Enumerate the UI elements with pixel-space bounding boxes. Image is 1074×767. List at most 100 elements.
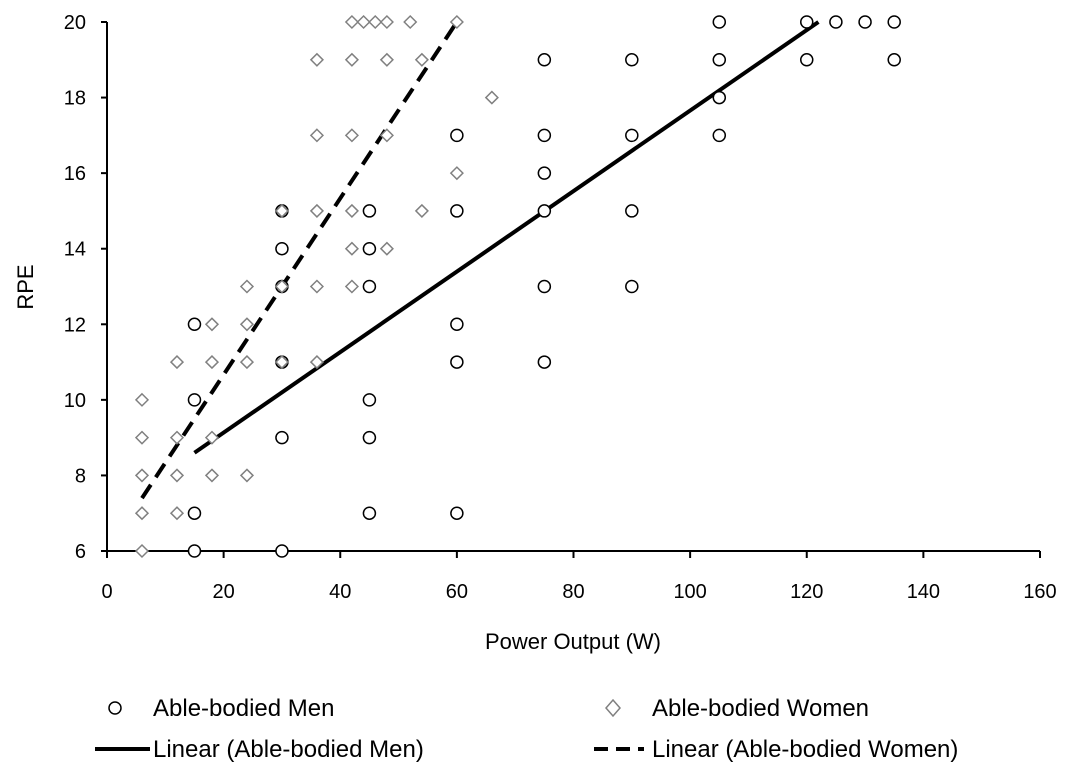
legend-item-men: Able-bodied Men	[108, 695, 334, 722]
y-tick-label: 14	[64, 239, 86, 261]
y-axis-title: RPE	[13, 264, 38, 309]
women-data-point	[309, 279, 324, 294]
x-axis-title: Power Output (W)	[485, 629, 661, 654]
men-data-point	[450, 204, 464, 218]
men-data-point	[275, 544, 289, 558]
women-data-point	[309, 355, 324, 370]
x-tick-label: 140	[907, 581, 940, 603]
women-data-point	[134, 543, 150, 559]
men-data-point	[858, 15, 872, 29]
women-data-point	[344, 14, 359, 30]
men-data-point	[800, 15, 814, 29]
men-data-point	[187, 544, 202, 558]
women-data-point	[309, 203, 324, 218]
women-data-point	[134, 468, 150, 483]
men-data-point	[537, 53, 552, 67]
legend-diamond-marker	[605, 698, 621, 718]
women-data-point	[204, 430, 220, 445]
x-tick-label: 0	[101, 581, 112, 603]
women-data-point	[169, 506, 185, 521]
women-data-point	[134, 430, 150, 445]
women-data-point	[379, 128, 394, 143]
women-data-point	[274, 203, 289, 218]
x-tick-label: 160	[1023, 581, 1056, 603]
men-data-point	[829, 15, 843, 29]
men-data-point	[537, 279, 552, 294]
women-data-point	[379, 14, 394, 30]
women-data-point	[274, 355, 289, 370]
women-data-point	[414, 203, 429, 218]
x-tick-label: 60	[446, 581, 468, 603]
y-tick-label: 6	[75, 541, 86, 563]
women-data-point	[134, 392, 150, 407]
women-data-point	[239, 317, 255, 332]
men-data-point	[625, 53, 639, 67]
men-data-point	[362, 393, 377, 407]
women-data-point	[449, 14, 464, 30]
women-data-point	[379, 241, 394, 256]
women-data-point	[239, 468, 255, 483]
women-data-point	[344, 128, 359, 143]
men-data-point	[450, 355, 464, 369]
men-data-point	[362, 204, 377, 218]
men-data-point	[450, 506, 464, 520]
men-data-point	[362, 279, 377, 294]
men-data-point	[800, 53, 814, 67]
men-data-point	[537, 355, 552, 369]
men-data-point	[537, 128, 552, 143]
data-markers	[134, 14, 901, 559]
men-data-point	[712, 128, 727, 143]
women-data-point	[309, 128, 324, 143]
men-data-point	[537, 166, 552, 180]
women-data-point	[344, 52, 359, 67]
y-tick-label: 18	[64, 88, 86, 110]
y-tick-label: 16	[64, 163, 86, 185]
legend-label-linear-women: Linear (Able-bodied Women)	[652, 736, 958, 763]
men-data-point	[187, 317, 202, 332]
women-data-point	[169, 430, 185, 445]
legend: Able-bodied Men Able-bodied Women Linear…	[95, 695, 958, 763]
legend-circle-marker	[108, 701, 122, 715]
legend-item-linear-women: Linear (Able-bodied Women)	[594, 736, 958, 763]
women-data-point	[169, 468, 185, 483]
x-tick-label: 120	[790, 581, 823, 603]
women-data-point	[204, 355, 220, 370]
men-data-point	[187, 506, 202, 520]
trendline-women	[140, 20, 459, 500]
x-tick-label: 100	[673, 581, 706, 603]
women-data-point	[344, 203, 359, 218]
men-data-point	[625, 128, 639, 143]
men-data-point	[712, 53, 727, 67]
x-tick-label: 80	[562, 581, 584, 603]
women-data-point	[204, 468, 220, 483]
men-data-point	[275, 430, 289, 445]
women-data-point	[204, 317, 220, 332]
women-data-point	[344, 279, 359, 294]
women-data-point	[239, 355, 255, 370]
y-tick-label: 10	[64, 390, 86, 412]
women-data-point	[169, 355, 185, 370]
y-tick-label: 20	[64, 12, 86, 34]
women-data-point	[414, 52, 429, 67]
women-data-point	[356, 14, 371, 30]
men-data-point	[712, 90, 727, 105]
men-data-point	[712, 15, 727, 29]
x-tick-label: 40	[329, 581, 351, 603]
men-data-point	[887, 53, 901, 67]
legend-label-linear-men: Linear (Able-bodied Men)	[153, 736, 424, 763]
women-data-point	[134, 506, 150, 521]
women-data-point	[239, 279, 255, 294]
women-data-point	[403, 14, 418, 30]
women-data-point	[274, 279, 289, 294]
women-data-point	[368, 14, 383, 30]
men-data-point	[450, 317, 464, 332]
women-data-point	[379, 52, 394, 67]
legend-label-men: Able-bodied Men	[153, 695, 334, 722]
men-data-point	[187, 393, 202, 407]
legend-item-women: Able-bodied Women	[605, 695, 869, 722]
x-tick-label: 20	[213, 581, 235, 603]
men-data-point	[537, 204, 552, 218]
men-data-point	[450, 128, 464, 143]
trendline-men	[193, 20, 820, 455]
men-data-point	[887, 15, 901, 29]
